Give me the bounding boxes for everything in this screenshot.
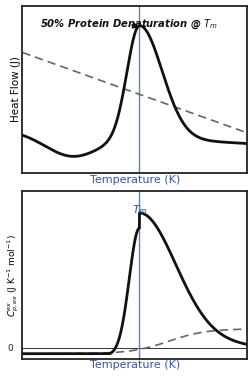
Text: 0: 0 xyxy=(8,344,13,353)
Text: 50% Protein Denaturation @ $T_m$: 50% Protein Denaturation @ $T_m$ xyxy=(40,17,218,31)
Text: $T_m$: $T_m$ xyxy=(131,203,147,217)
X-axis label: Temperature (K): Temperature (K) xyxy=(89,174,179,185)
Y-axis label: Heat Flow (J): Heat Flow (J) xyxy=(11,56,21,122)
Y-axis label: $C_{p,ex}^{ex}$ (J K$^{-1}$ mol$^{-1}$): $C_{p,ex}^{ex}$ (J K$^{-1}$ mol$^{-1}$) xyxy=(6,234,21,317)
X-axis label: Temperature (K): Temperature (K) xyxy=(89,361,179,370)
